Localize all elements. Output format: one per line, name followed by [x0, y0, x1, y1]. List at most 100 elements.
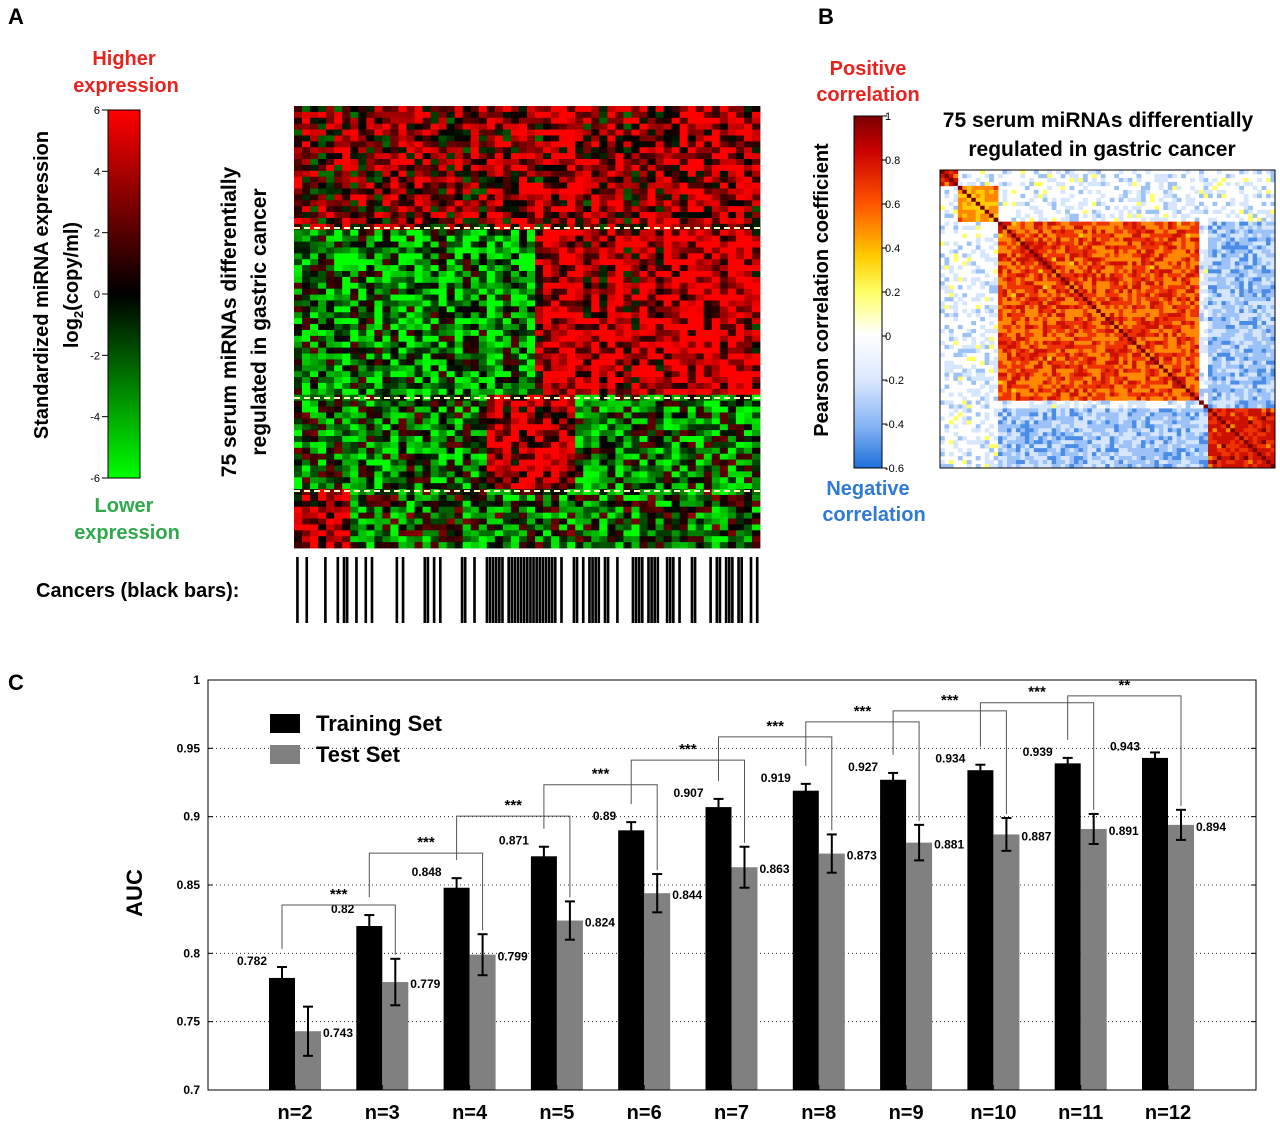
- heatmap-cell: [599, 194, 608, 201]
- matrix-cell: [971, 376, 977, 381]
- heatmap-cell: [454, 436, 464, 443]
- heatmap-cell: [422, 300, 431, 307]
- heatmap-cell: [679, 483, 689, 490]
- heatmap-cell: [390, 312, 399, 319]
- heatmap-cell: [535, 194, 544, 201]
- matrix-cell: [1024, 185, 1030, 191]
- heatmap-cell: [334, 524, 343, 531]
- heatmap-cell: [350, 524, 359, 531]
- heatmap-cell: [446, 477, 456, 484]
- heatmap-cell: [342, 506, 351, 514]
- matrix-cell: [1060, 201, 1066, 207]
- heatmap-cell: [559, 223, 568, 231]
- heatmap-cell: [567, 436, 576, 443]
- heatmap-cell: [695, 147, 705, 154]
- heatmap-cell: [486, 147, 496, 154]
- heatmap-cell: [438, 542, 448, 549]
- heatmap-cell: [510, 329, 520, 337]
- heatmap-cell: [727, 247, 737, 254]
- heatmap-cell: [358, 483, 367, 490]
- heatmap-cell: [390, 483, 399, 490]
- heatmap-cell: [623, 129, 632, 136]
- heatmap-cell: [366, 170, 375, 178]
- heatmap-cell: [342, 259, 351, 266]
- heatmap-cell: [535, 329, 544, 337]
- matrix-cell: [1270, 170, 1275, 175]
- matrix-cell: [1020, 181, 1026, 187]
- heatmap-cell: [350, 282, 359, 290]
- heatmap-cell: [607, 494, 616, 502]
- heatmap-cell: [727, 253, 737, 260]
- heatmap-cell: [535, 176, 544, 184]
- heatmap-cell: [374, 306, 383, 313]
- matrix-cell: [962, 452, 968, 457]
- heatmap-cell: [510, 159, 520, 166]
- matrix-cell: [944, 368, 950, 373]
- heatmap-cell: [631, 141, 640, 148]
- heatmap-cell: [438, 318, 448, 325]
- heatmap-cell: [462, 147, 472, 154]
- heatmap-cell: [406, 212, 415, 219]
- heatmap-cell: [583, 282, 592, 290]
- heatmap-cell: [462, 247, 472, 254]
- heatmap-cell: [607, 441, 616, 449]
- matrix-cell: [953, 181, 959, 187]
- heatmap-cell: [374, 542, 383, 549]
- heatmap-cell: [502, 247, 512, 254]
- heatmap-cell: [615, 377, 624, 384]
- heatmap-cell: [663, 312, 673, 319]
- matrix-cell: [962, 233, 968, 238]
- unit-sub: 2: [71, 311, 86, 318]
- heatmap-cell: [543, 524, 552, 531]
- heatmap-cell: [358, 371, 367, 378]
- heatmap-cell: [607, 123, 616, 130]
- heatmap-cell: [623, 329, 632, 337]
- heatmap-cell: [711, 500, 721, 508]
- heatmap-cell: [510, 483, 520, 490]
- heatmap-cell: [551, 436, 560, 443]
- heatmap-cell: [430, 306, 440, 313]
- heatmap-cell: [310, 212, 319, 219]
- heatmap-cell: [478, 235, 488, 242]
- heatmap-cell: [358, 282, 367, 290]
- heatmap-cell: [390, 506, 399, 514]
- heatmap-cell: [454, 465, 464, 472]
- matrix-cell: [948, 265, 954, 270]
- heatmap-cell: [599, 176, 608, 184]
- heatmap-cell: [358, 300, 367, 307]
- heatmap-cell: [647, 382, 656, 390]
- heatmap-cell: [631, 212, 640, 219]
- matrix-cell: [953, 253, 959, 258]
- heatmap-cell: [527, 306, 536, 313]
- heatmap-cell: [438, 394, 448, 402]
- heatmap-cell: [422, 418, 431, 425]
- heatmap-cell: [695, 200, 705, 207]
- heatmap-cell: [735, 436, 745, 443]
- heatmap-cell: [615, 135, 624, 142]
- heatmap-cell: [334, 288, 343, 295]
- heatmap-cell: [486, 153, 496, 160]
- cancer-bar: [616, 557, 619, 623]
- heatmap-cell: [743, 111, 753, 119]
- heatmap-cell: [502, 524, 512, 531]
- heatmap-cell: [438, 141, 448, 148]
- heatmap-cell: [518, 359, 528, 366]
- heatmap-cell: [623, 400, 632, 407]
- heatmap-cell: [735, 312, 745, 319]
- heatmap-cell: [358, 489, 367, 496]
- heatmap-cell: [414, 459, 423, 466]
- heatmap-cell: [334, 353, 343, 360]
- heatmap-cell: [575, 436, 584, 443]
- matrix-cell: [984, 193, 990, 199]
- heatmap-cell: [478, 164, 488, 172]
- heatmap-cell: [591, 477, 600, 484]
- heatmap-cell: [462, 400, 472, 407]
- heatmap-cell: [358, 465, 367, 472]
- heatmap-cell: [390, 347, 399, 354]
- matrix-cell: [1172, 193, 1178, 199]
- heatmap-cell: [374, 494, 383, 502]
- heatmap-cell: [647, 365, 656, 372]
- heatmap-cell: [551, 335, 560, 343]
- heatmap-cell: [414, 335, 423, 343]
- heatmap-cell: [486, 188, 496, 195]
